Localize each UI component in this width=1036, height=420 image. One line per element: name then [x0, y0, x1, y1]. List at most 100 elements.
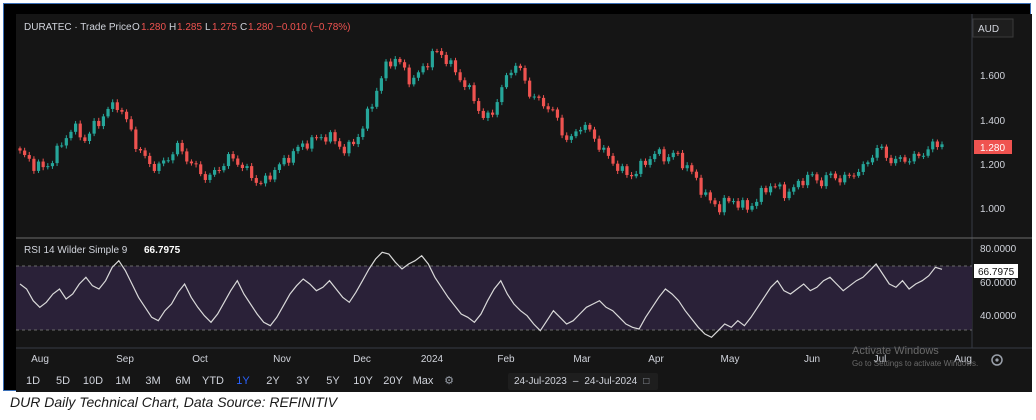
time-tick-label: Nov — [273, 354, 291, 365]
watermark-title: Activate Windows — [852, 345, 939, 357]
candle-body — [203, 174, 207, 180]
candle-body — [412, 77, 416, 85]
timeframe-button-2y[interactable]: 2Y — [266, 375, 280, 387]
price-tick: 1.400 — [980, 116, 1005, 127]
candle-body — [602, 147, 606, 150]
timeframe-button-ytd[interactable]: YTD — [202, 375, 224, 387]
candle-body — [398, 58, 402, 63]
candle-body — [597, 138, 601, 150]
candle-body — [680, 152, 685, 169]
candle-body — [713, 200, 717, 205]
candle-body — [829, 173, 833, 176]
currency-label: AUD — [978, 24, 999, 35]
rsi-last-badge — [974, 264, 1018, 278]
candle-body — [263, 175, 268, 184]
candle-body — [509, 72, 513, 76]
time-tick-label: Mar — [573, 354, 591, 365]
candle-body — [903, 157, 907, 162]
candle-body — [546, 106, 550, 110]
timeframe-button-10y[interactable]: 10Y — [353, 375, 373, 387]
candle-body — [226, 154, 231, 167]
candle-body — [694, 171, 699, 178]
price-tick: 1.200 — [980, 160, 1005, 171]
candle-body — [389, 61, 393, 67]
candle-body — [444, 54, 448, 64]
candle-body — [375, 90, 379, 107]
timeframe-button-20y[interactable]: 20Y — [383, 375, 403, 387]
candle-body — [430, 51, 434, 68]
candle-body — [889, 157, 893, 164]
candle-body — [620, 166, 624, 171]
rsi-value: 66.7975 — [144, 245, 181, 256]
candle-body — [333, 132, 337, 142]
candle-body — [92, 120, 96, 134]
candle-body — [18, 148, 22, 151]
rsi-last-label: 66.7975 — [978, 267, 1015, 278]
candle-body — [162, 160, 166, 164]
candle-body — [361, 128, 365, 138]
candle-body — [907, 161, 912, 163]
timeframe-button-max[interactable]: Max — [412, 375, 434, 387]
candle-body — [240, 164, 244, 169]
time-tick-label: 2024 — [421, 354, 444, 365]
candle-body — [180, 142, 184, 152]
timeframe-button-5d[interactable]: 5D — [55, 375, 71, 387]
candle-body — [236, 158, 240, 165]
candle-body — [166, 160, 170, 162]
timeframe-settings-icon[interactable]: ⚙ — [444, 375, 454, 387]
candle-body — [199, 164, 203, 175]
high-label: H — [169, 22, 176, 33]
candle-body — [440, 51, 444, 55]
candle-body — [606, 147, 611, 156]
timeframe-button-1m[interactable]: 1M — [115, 375, 131, 387]
timeframe-button-10d[interactable]: 10D — [82, 375, 104, 387]
time-tick-label: Sep — [116, 354, 134, 365]
timeframe-button-3m[interactable]: 3M — [145, 375, 161, 387]
candle-body — [120, 109, 124, 112]
candle-body — [824, 175, 828, 187]
candle-body — [356, 137, 360, 145]
timeframe-button-1y[interactable]: 1Y — [236, 375, 250, 387]
candle-body — [574, 131, 578, 137]
candle-body — [310, 137, 314, 149]
candle-body — [351, 141, 356, 145]
candle-body — [301, 143, 305, 147]
candle-body — [32, 158, 36, 171]
close-label: C — [240, 22, 247, 33]
last-price-badge — [974, 140, 1012, 154]
timeframe-button-1d[interactable]: 1D — [25, 375, 41, 387]
candle-body — [565, 135, 569, 140]
candle-body — [23, 150, 27, 156]
candle-body — [467, 85, 472, 87]
candle-body — [175, 142, 180, 155]
candle-body — [393, 58, 397, 67]
currency-badge[interactable] — [972, 18, 1014, 38]
timeframe-button-6m[interactable]: 6M — [175, 375, 191, 387]
candle-body — [560, 117, 564, 136]
candle-body — [940, 144, 944, 148]
rsi-label: RSI 14 Wilder Simple 9 — [24, 245, 128, 256]
open-label: O — [132, 22, 140, 33]
candle-body — [815, 174, 819, 181]
rsi-band — [16, 266, 972, 330]
date-range-picker[interactable]: 24-Jul-2023 – 24-Jul-2024 □ — [508, 373, 658, 390]
candle-body — [861, 164, 865, 172]
timeframe-button-5y[interactable]: 5Y — [326, 375, 340, 387]
candle-body — [273, 169, 277, 180]
time-tick-label: Dec — [353, 354, 371, 365]
timeframe-button-3y[interactable]: 3Y — [296, 375, 310, 387]
candle-body — [727, 197, 731, 202]
time-axis: Aug Sep Oct Nov Dec 2024 Feb Mar Apr May Jun Jul Aug — [31, 354, 972, 365]
candle-body — [592, 129, 597, 139]
candle-body — [486, 112, 490, 118]
candle-body — [490, 112, 495, 115]
settings-gear-icon[interactable] — [991, 354, 1003, 366]
candle-body — [926, 149, 930, 156]
candle-body — [579, 129, 583, 132]
rsi-tick: 80.0000 — [980, 244, 1017, 255]
candle-body — [254, 178, 258, 183]
candle-body — [755, 201, 759, 206]
calendar-icon[interactable]: □ — [643, 376, 650, 387]
candle-body — [639, 160, 643, 174]
